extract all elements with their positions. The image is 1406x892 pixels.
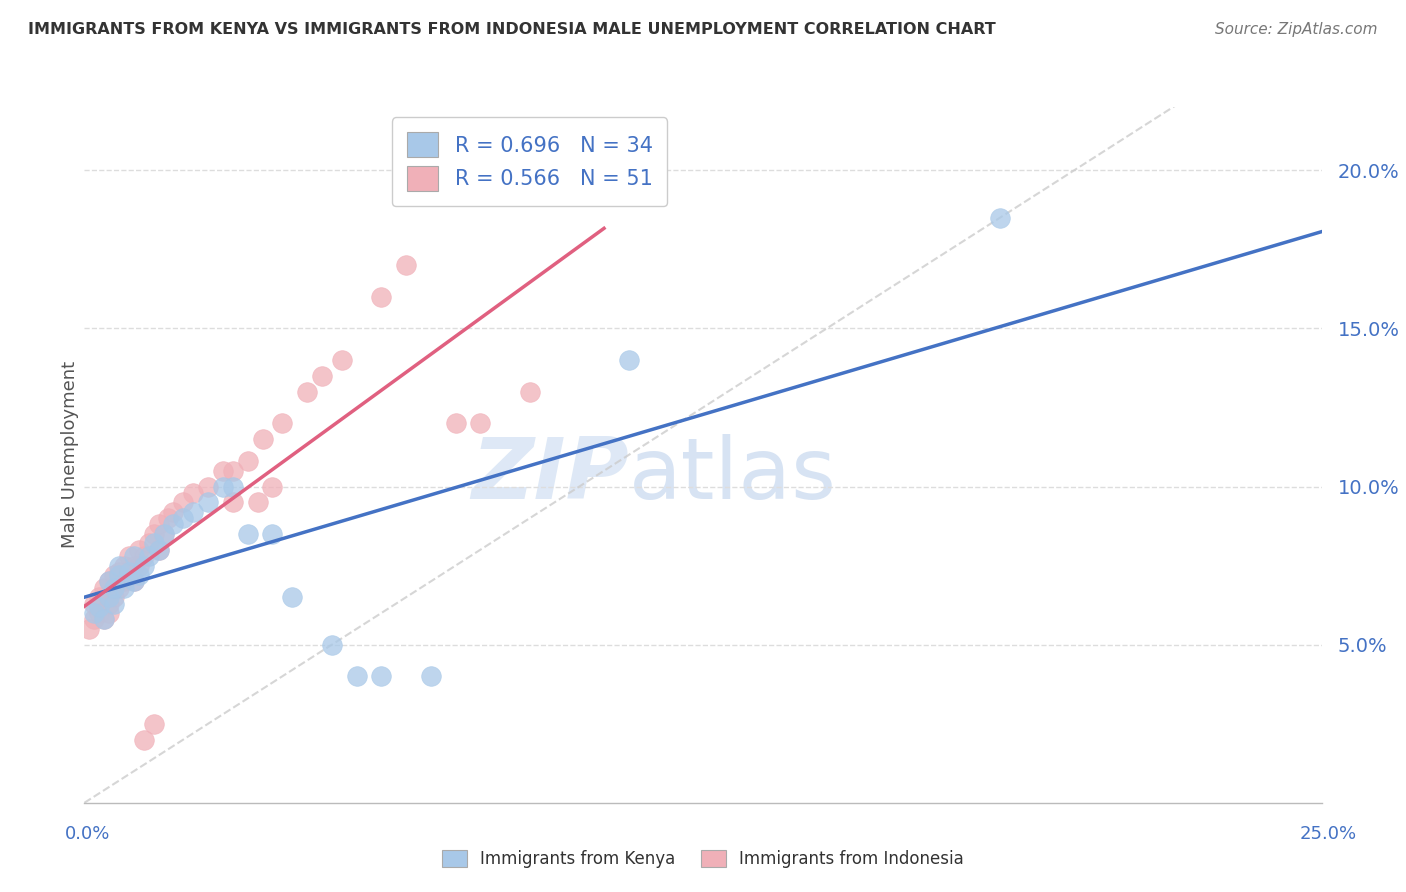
Point <box>128 568 150 582</box>
Point <box>122 574 145 589</box>
Point <box>128 558 150 573</box>
Point <box>83 597 105 611</box>
Y-axis label: Male Unemployment: Male Unemployment <box>62 361 80 549</box>
Point <box>330 353 353 368</box>
Text: 25.0%: 25.0% <box>1301 825 1357 843</box>
Point <box>419 669 441 683</box>
Legend: Immigrants from Kenya, Immigrants from Indonesia: Immigrants from Kenya, Immigrants from I… <box>436 843 970 875</box>
Text: Source: ZipAtlas.com: Source: ZipAtlas.com <box>1215 22 1378 37</box>
Point <box>122 574 145 589</box>
Point <box>148 542 170 557</box>
Point <box>246 495 269 509</box>
Point <box>79 622 101 636</box>
Point <box>197 479 219 493</box>
Point <box>103 568 125 582</box>
Point <box>138 536 160 550</box>
Point <box>142 536 165 550</box>
Point <box>222 464 245 478</box>
Point <box>138 549 160 563</box>
Point <box>311 368 333 383</box>
Text: ZIP: ZIP <box>471 434 628 517</box>
Point <box>262 527 284 541</box>
Point <box>470 417 492 431</box>
Point <box>236 454 259 468</box>
Point <box>122 558 145 573</box>
Point <box>98 574 121 589</box>
Point <box>321 638 343 652</box>
Point <box>157 511 180 525</box>
Point <box>118 568 141 582</box>
Point <box>103 591 125 605</box>
Point <box>128 542 150 557</box>
Point <box>172 511 194 525</box>
Point <box>108 565 131 579</box>
Point <box>148 542 170 557</box>
Point <box>103 581 125 595</box>
Point <box>132 558 155 573</box>
Point <box>93 612 115 626</box>
Point <box>152 527 174 541</box>
Point <box>162 505 184 519</box>
Point <box>346 669 368 683</box>
Point <box>93 581 115 595</box>
Point <box>142 716 165 731</box>
Point <box>148 517 170 532</box>
Point <box>112 574 135 589</box>
Point <box>93 612 115 626</box>
Point <box>98 597 121 611</box>
Point <box>212 464 235 478</box>
Point <box>89 599 111 614</box>
Point <box>222 495 245 509</box>
Point <box>262 479 284 493</box>
Point <box>395 258 418 272</box>
Point <box>118 565 141 579</box>
Text: 0.0%: 0.0% <box>65 825 110 843</box>
Point <box>181 505 204 519</box>
Legend: R = 0.696   N = 34, R = 0.566   N = 51: R = 0.696 N = 34, R = 0.566 N = 51 <box>392 118 668 206</box>
Point <box>112 581 135 595</box>
Point <box>295 384 318 399</box>
Point <box>197 495 219 509</box>
Point <box>236 527 259 541</box>
Point <box>152 527 174 541</box>
Point <box>212 479 235 493</box>
Point <box>83 606 105 620</box>
Point <box>281 591 304 605</box>
Point <box>162 517 184 532</box>
Point <box>271 417 294 431</box>
Point <box>142 527 165 541</box>
Point <box>103 597 125 611</box>
Point <box>370 290 392 304</box>
Point <box>108 558 131 573</box>
Point <box>89 606 111 620</box>
Point <box>89 591 111 605</box>
Point <box>132 549 155 563</box>
Point <box>172 495 194 509</box>
Point <box>83 612 105 626</box>
Point <box>108 568 131 582</box>
Point <box>122 549 145 563</box>
Text: atlas: atlas <box>628 434 837 517</box>
Point <box>519 384 541 399</box>
Point <box>617 353 640 368</box>
Point <box>988 211 1011 225</box>
Point <box>444 417 467 431</box>
Point <box>112 558 135 573</box>
Point <box>118 549 141 563</box>
Point <box>181 486 204 500</box>
Point <box>98 606 121 620</box>
Point <box>222 479 245 493</box>
Point <box>370 669 392 683</box>
Point <box>98 574 121 589</box>
Point <box>252 432 274 446</box>
Point <box>98 591 121 605</box>
Point <box>108 581 131 595</box>
Text: IMMIGRANTS FROM KENYA VS IMMIGRANTS FROM INDONESIA MALE UNEMPLOYMENT CORRELATION: IMMIGRANTS FROM KENYA VS IMMIGRANTS FROM… <box>28 22 995 37</box>
Point <box>132 732 155 747</box>
